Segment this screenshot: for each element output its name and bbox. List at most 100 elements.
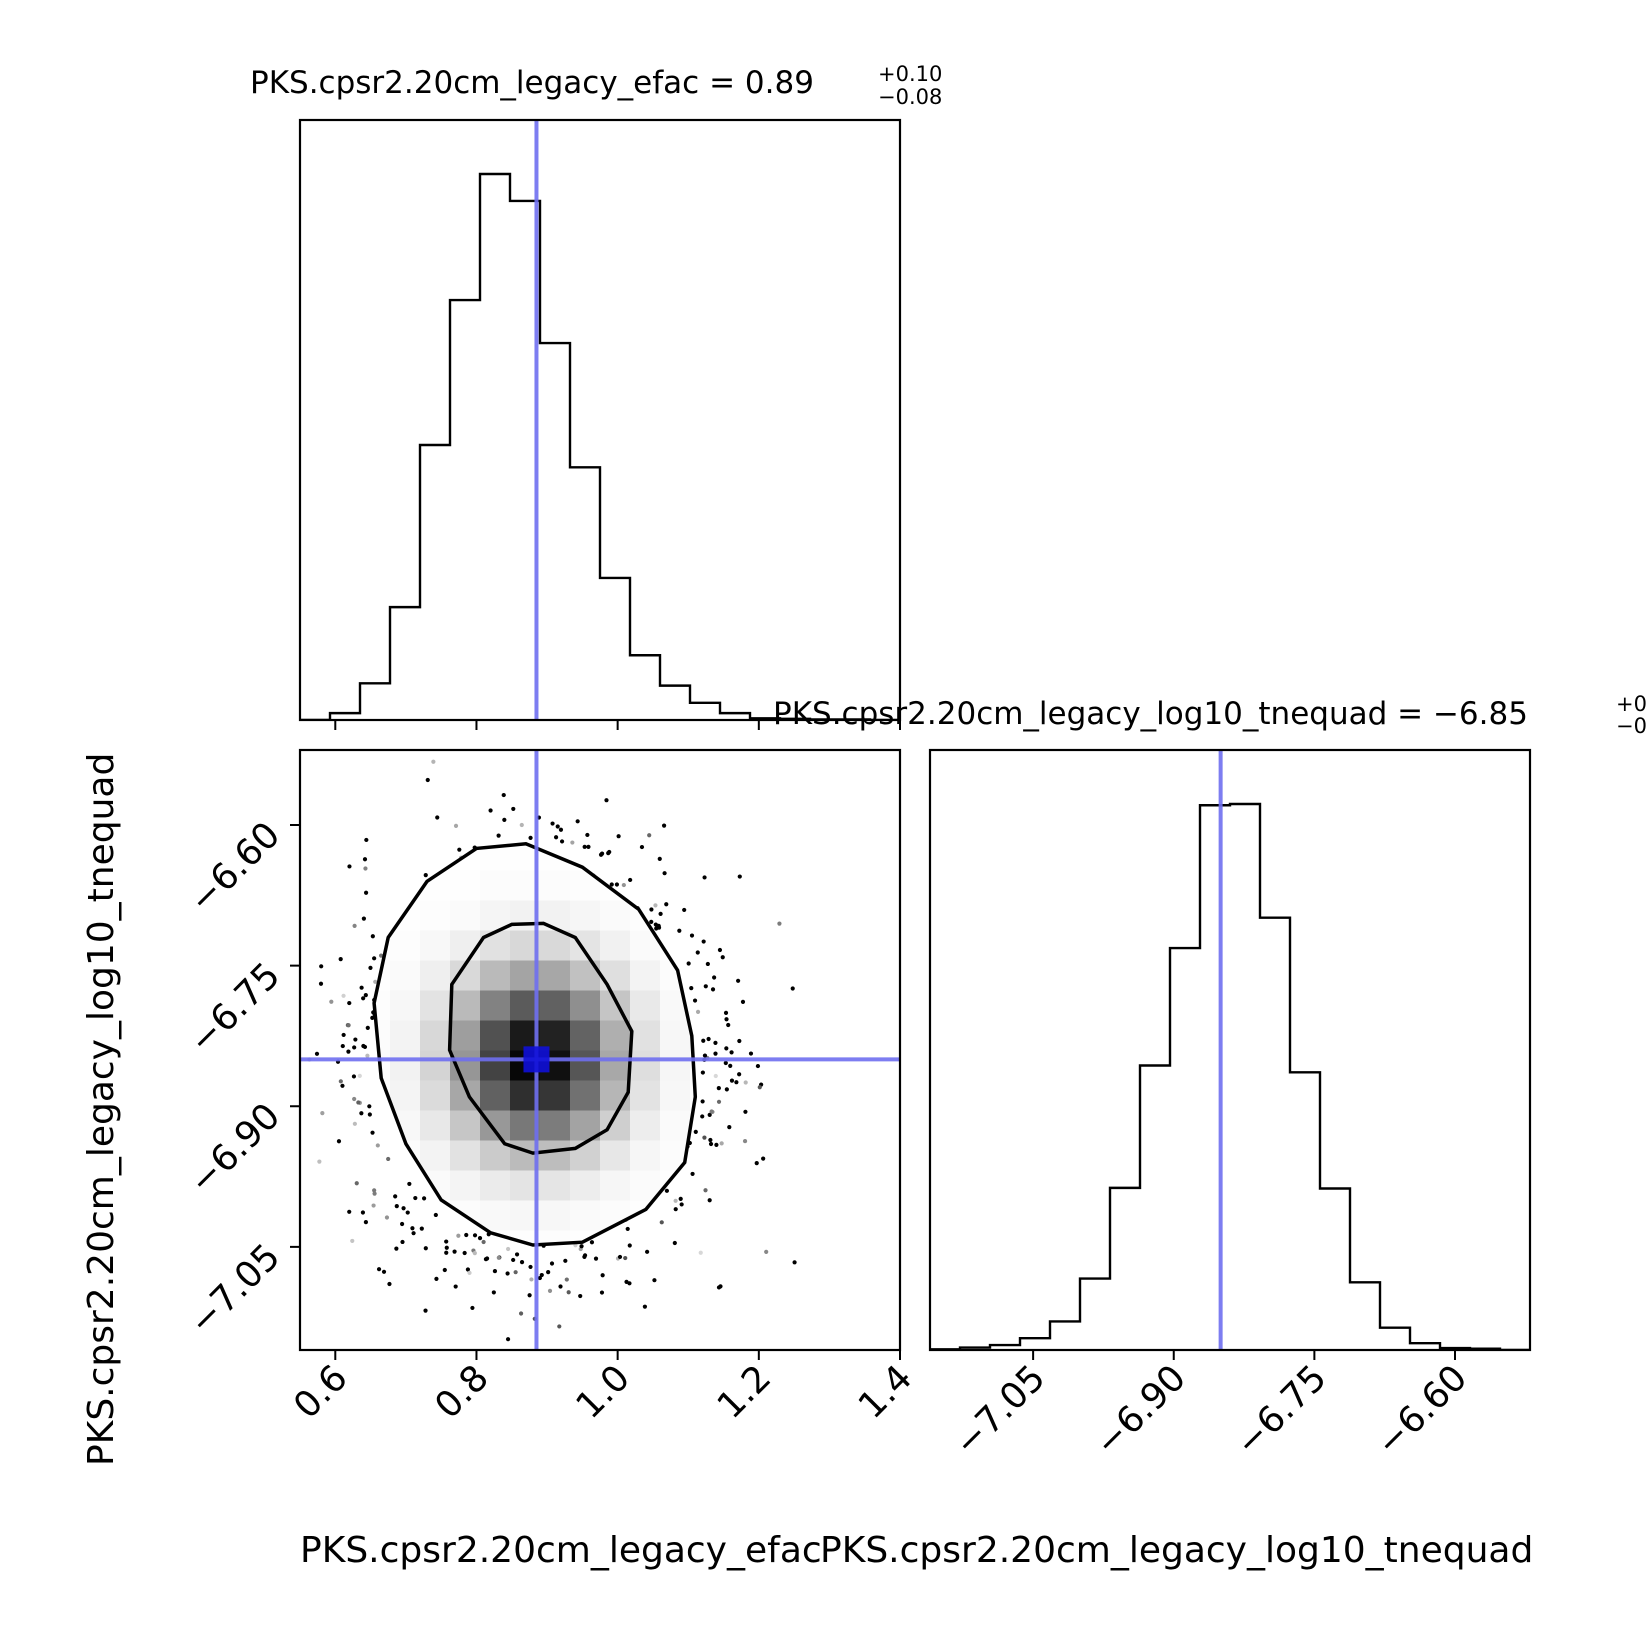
sample-point — [593, 1256, 599, 1261]
density-cell — [330, 1140, 361, 1171]
tnequad-histogram-frame — [928, 748, 1532, 1352]
density-cell — [810, 1230, 841, 1261]
density-cell — [480, 1050, 511, 1081]
sample-point — [682, 907, 687, 913]
density-cell — [600, 1320, 631, 1351]
sample-point — [365, 1025, 370, 1031]
density-cell — [870, 1050, 901, 1081]
sample-point — [790, 986, 795, 991]
sample-point — [661, 823, 667, 828]
sample-point — [628, 877, 633, 883]
sample-point — [707, 1112, 712, 1117]
density-cell — [330, 1080, 361, 1111]
density-cell — [600, 900, 631, 931]
density-cell — [840, 1230, 871, 1261]
density-cell — [480, 990, 511, 1021]
density-cell — [480, 1290, 511, 1321]
efac-title-plus: +0.10 — [878, 62, 942, 86]
sample-point — [511, 806, 516, 812]
density-cell — [600, 1170, 631, 1201]
density-cell — [750, 1140, 781, 1171]
density-cell — [570, 990, 601, 1021]
density-cell — [600, 990, 631, 1021]
density-cell — [690, 1200, 696, 1231]
sample-point — [444, 1239, 449, 1244]
sample-point — [376, 1267, 382, 1272]
sample-point — [364, 837, 369, 843]
sample-point — [582, 844, 587, 849]
density-cell — [780, 1020, 811, 1051]
density-cell — [330, 930, 361, 961]
sample-point — [700, 1099, 705, 1104]
density-cell — [750, 1050, 781, 1081]
density-cell — [300, 960, 331, 991]
density-cell — [630, 1050, 661, 1081]
sample-point — [435, 815, 440, 820]
density-cell — [450, 780, 481, 811]
density-cell — [840, 780, 871, 811]
sample-point — [363, 890, 369, 895]
sample-point — [467, 1270, 472, 1275]
density-cell — [810, 1260, 841, 1291]
sample-point — [563, 1258, 568, 1263]
density-cell — [450, 900, 481, 931]
density-cell — [374, 1050, 391, 1081]
sample-point — [361, 996, 366, 1001]
sample-point — [431, 759, 436, 764]
density-cell — [630, 810, 661, 841]
sample-point — [363, 1220, 369, 1225]
density-cell — [630, 750, 661, 781]
density-cell — [720, 1230, 751, 1261]
density-cell — [300, 930, 331, 961]
density-cell — [840, 810, 871, 841]
density-cell — [540, 900, 571, 931]
sample-point — [757, 1085, 762, 1090]
density-cell — [630, 1110, 661, 1141]
sample-point — [481, 1239, 486, 1245]
density-cell — [570, 1200, 601, 1231]
density-cell — [390, 1290, 421, 1321]
sample-point — [703, 1188, 708, 1193]
sample-point — [743, 1109, 748, 1114]
density-cell — [480, 1320, 511, 1351]
sample-point — [737, 1038, 742, 1044]
density-cell — [630, 1260, 661, 1291]
density-cell — [300, 780, 331, 811]
y-axis-label-tnequad: PKS.cpsr2.20cm_legacy_log10_tnequad — [81, 753, 122, 1466]
sample-point — [702, 1053, 708, 1058]
density-cell — [690, 750, 721, 781]
density-grid-inner — [300, 750, 901, 1351]
sample-point — [689, 933, 695, 938]
density-cell — [840, 870, 871, 901]
sample-point — [702, 875, 707, 880]
density-cell — [870, 930, 901, 961]
density-cell — [540, 780, 571, 811]
density-cell — [540, 1290, 571, 1321]
density-cell — [840, 1110, 871, 1141]
sample-point — [695, 1009, 701, 1014]
sample-point — [359, 1111, 364, 1116]
density-cell — [570, 843, 601, 871]
density-cell — [870, 960, 901, 991]
density-cell — [540, 1200, 571, 1231]
density-cell — [840, 990, 871, 1021]
density-cell — [420, 1230, 451, 1245]
sample-point — [690, 1171, 695, 1177]
density-cell — [780, 750, 811, 781]
sample-point — [320, 1111, 325, 1116]
sample-point — [363, 993, 368, 998]
density-cell — [600, 810, 631, 841]
density-cell — [630, 1230, 661, 1245]
density-cell — [480, 870, 511, 901]
sample-point — [717, 947, 723, 953]
sample-point — [623, 1255, 628, 1261]
density-cell — [810, 870, 841, 901]
density-cell — [600, 1050, 631, 1081]
sample-point — [537, 1275, 542, 1281]
sample-point — [566, 1290, 571, 1295]
sample-point — [649, 919, 654, 924]
density-cell — [390, 1200, 421, 1231]
sample-point — [411, 1231, 416, 1236]
density-cell — [360, 810, 391, 841]
sample-point — [719, 1141, 724, 1146]
